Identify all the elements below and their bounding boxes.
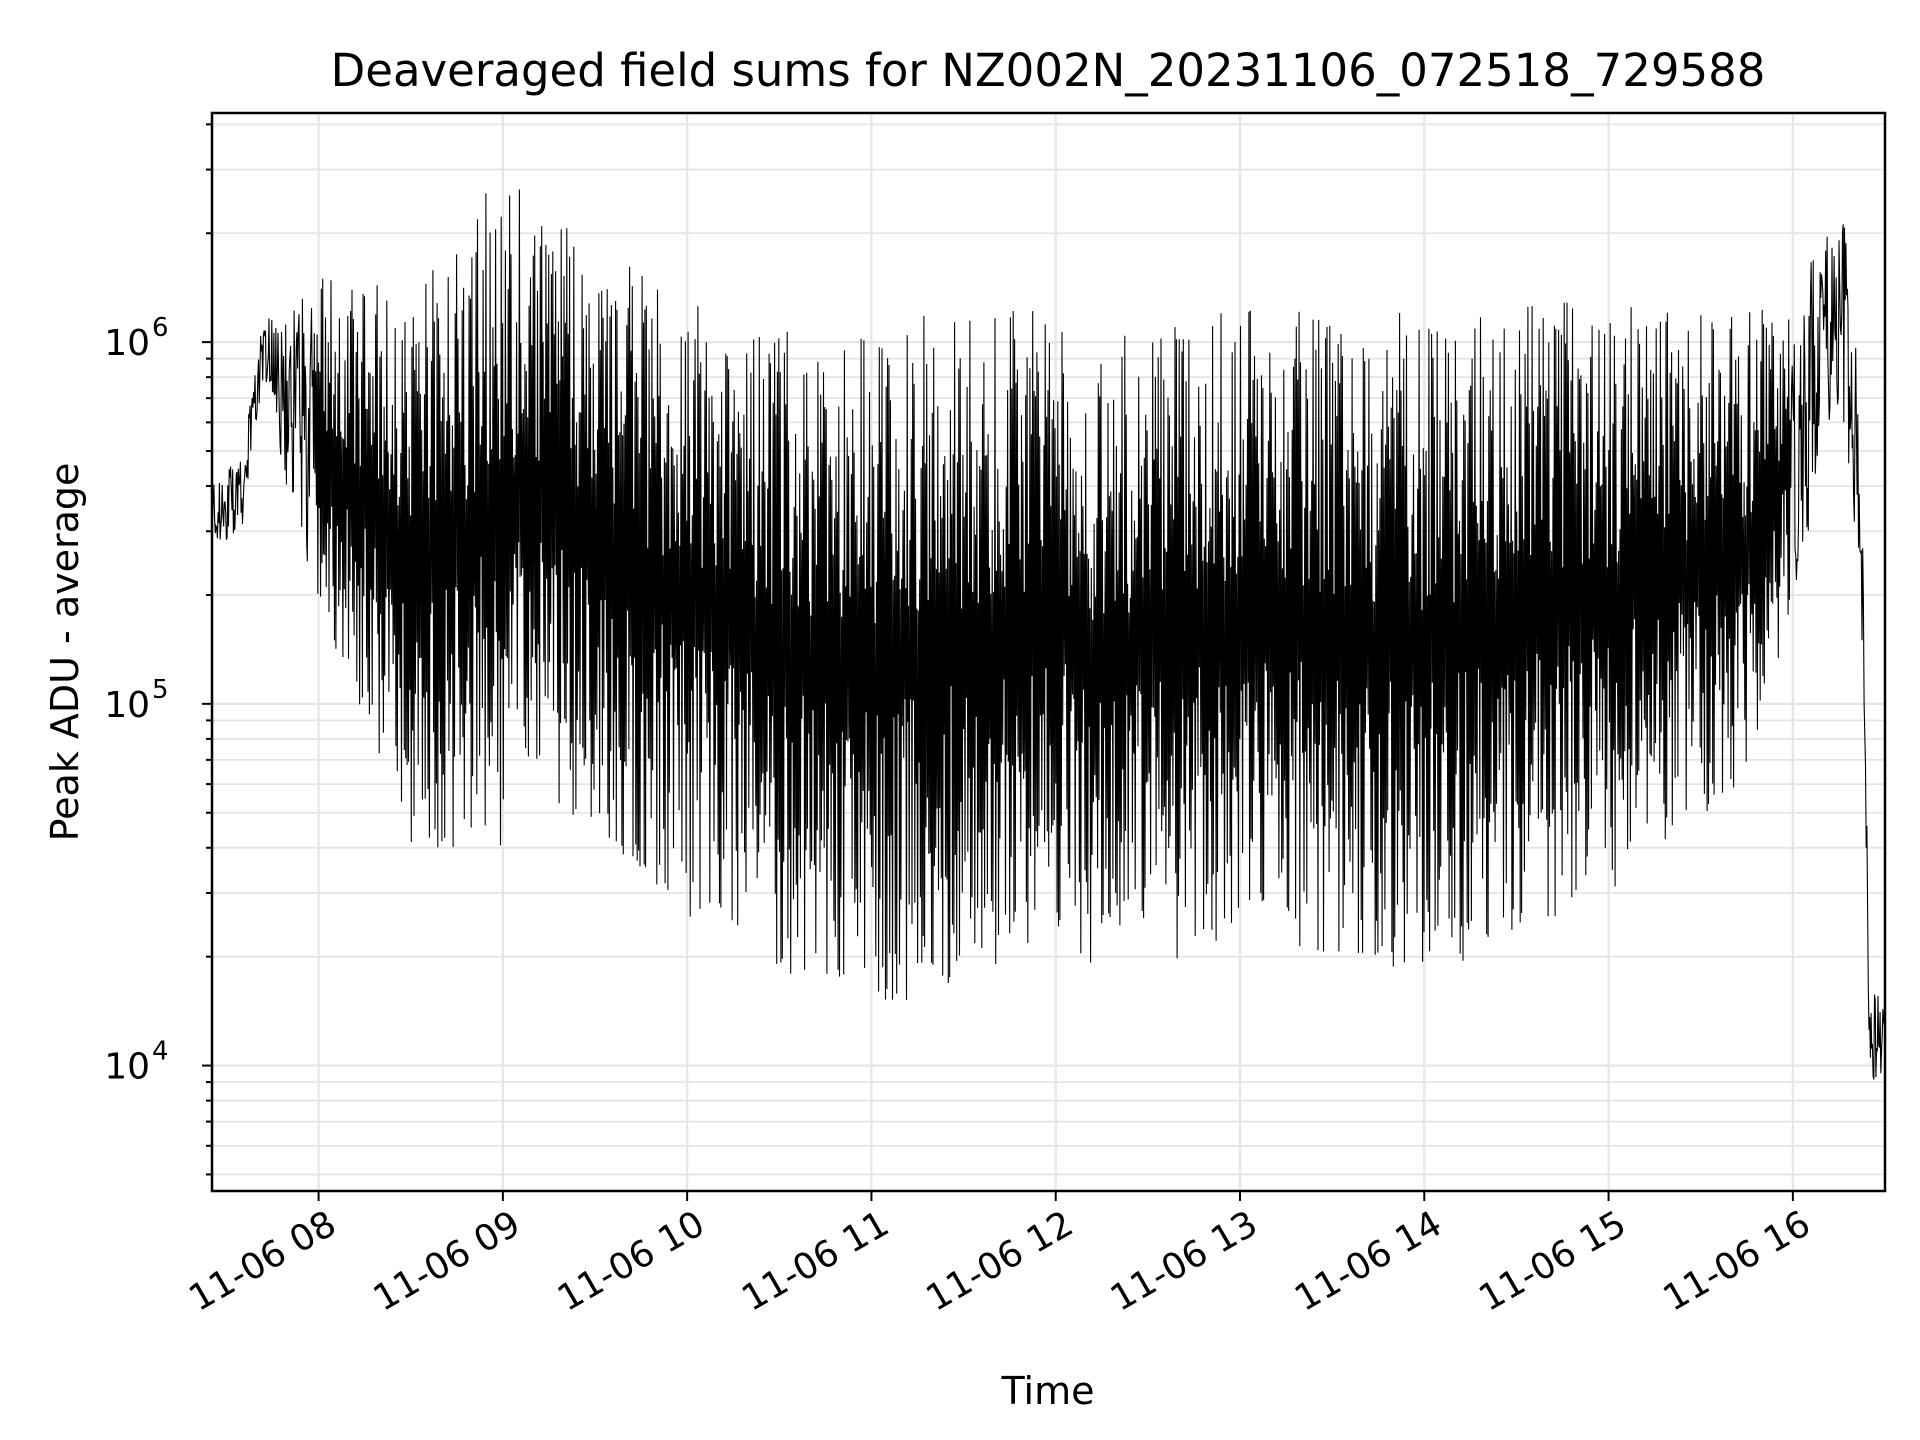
- chart-title: Deaveraged field sums for NZ002N_2023110…: [331, 44, 1766, 97]
- y-tick-label: 10: [104, 1047, 150, 1088]
- series-line: [210, 189, 1886, 1080]
- y-axis-label: Peak ADU - average: [43, 463, 87, 842]
- y-tick-label: 10: [104, 685, 150, 726]
- data-layer: [210, 189, 1886, 1080]
- y-tick-exponent: 4: [152, 1037, 169, 1067]
- y-tick-exponent: 5: [152, 675, 169, 705]
- y-tick-exponent: 6: [152, 313, 169, 343]
- y-tick-label: 10: [104, 323, 150, 364]
- x-axis-label: Time: [1001, 1369, 1095, 1413]
- plot-frame: [210, 111, 1887, 1193]
